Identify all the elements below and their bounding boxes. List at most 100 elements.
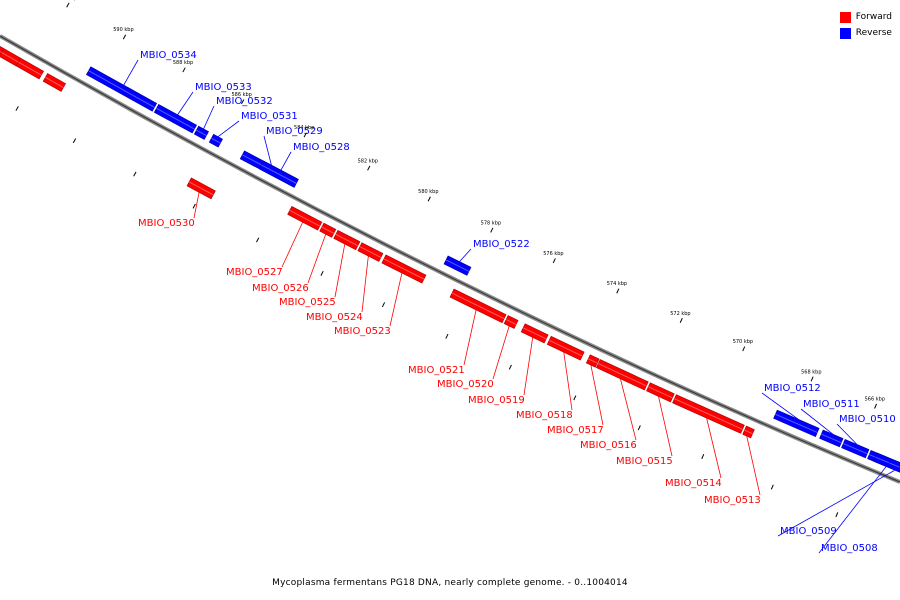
tick-label: 570 kbp (733, 339, 753, 345)
gene-mbio-0527[interactable] (287, 206, 323, 231)
gene-label-mbio-0528[interactable]: MBIO_0528 (293, 142, 350, 153)
scale-tick: 574 kbp (573, 281, 627, 401)
gene-label-mbio-0527[interactable]: MBIO_0527 (226, 267, 283, 278)
scale-tick: 570 kbp (701, 339, 753, 459)
gene-label-mbio-0516[interactable]: MBIO_0516 (580, 440, 637, 451)
gene-label-mbio-0530[interactable]: MBIO_0530 (138, 218, 195, 229)
gene-label-mbio-0522[interactable]: MBIO_0522 (473, 239, 530, 250)
leader-mbio-0528 (280, 151, 292, 171)
gene-mbio-0511[interactable] (819, 429, 844, 448)
tick-label: 590 kbp (113, 27, 133, 33)
gene-mbio-0517[interactable] (585, 354, 600, 368)
leader-mbio-0512 (761, 392, 799, 420)
tick-label: 574 kbp (607, 281, 627, 287)
gene-mbio-0518[interactable] (546, 335, 585, 361)
gene-mbio-0528[interactable] (258, 160, 299, 188)
tick-label: 568 kbp (801, 369, 821, 375)
genome-backbone (0, 34, 900, 484)
gene-label-mbio-0534[interactable]: MBIO_0534 (140, 50, 197, 61)
gene-mbio-0513[interactable] (742, 425, 755, 439)
tick-label: 576 kbp (543, 251, 563, 257)
gene-mbio-0531[interactable] (208, 133, 223, 148)
gene-mbio-0510[interactable] (841, 439, 870, 459)
gene-label-mbio-0529[interactable]: MBIO_0529 (266, 126, 323, 137)
gene-mbio-0532[interactable] (193, 125, 209, 140)
gene-label-mbio-0515[interactable]: MBIO_0515 (616, 456, 673, 467)
gene-mbio-0515[interactable] (646, 382, 675, 403)
gene-features (0, 46, 900, 474)
scale-tick: 590 kbp (72, 27, 134, 144)
gene-label-mbio-0512[interactable]: MBIO_0512 (764, 383, 821, 394)
tick-label: 582 kbp (358, 158, 378, 164)
leader-mbio-0517 (590, 364, 604, 426)
gene-label-mbio-0517[interactable]: MBIO_0517 (547, 425, 604, 436)
gene-mbio-0522[interactable] (443, 255, 472, 276)
scale-tick: 576 kbp (508, 251, 564, 370)
gene-label-mbio-0508[interactable]: MBIO_0508 (821, 543, 878, 554)
gene-unnamed-3[interactable] (42, 73, 66, 92)
leader-mbio-0530 (193, 192, 200, 219)
leader-mbio-0521 (463, 309, 477, 366)
gene-label-mbio-0510[interactable]: MBIO_0510 (839, 414, 896, 425)
gene-label-mbio-0509[interactable]: MBIO_0509 (780, 526, 837, 537)
gene-labels: MBIO_0534 MBIO_0533 MBIO_0532 MBIO_0531 MBIO… (138, 50, 896, 554)
scale-ticks: 592 kbp 590 kbp 588 kbp 586 kbp 584 kbp 582 k… (15, 0, 885, 518)
gene-label-mbio-0519[interactable]: MBIO_0519 (468, 395, 525, 406)
gene-mbio-0526[interactable] (319, 222, 337, 238)
gene-label-mbio-0521[interactable]: MBIO_0521 (408, 365, 465, 376)
leader-mbio-0525 (334, 243, 346, 298)
scale-tick: 572 kbp (637, 311, 691, 431)
leader-mbio-0529 (263, 135, 272, 166)
gene-mbio-0524[interactable] (357, 242, 384, 262)
scale-tick: 592 kbp (15, 0, 77, 111)
leader-mbio-0522 (459, 248, 472, 262)
gene-label-mbio-0520[interactable]: MBIO_0520 (437, 379, 494, 390)
gene-mbio-0523[interactable] (381, 254, 427, 284)
gene-mbio-0520[interactable] (503, 315, 519, 329)
gene-label-mbio-0533[interactable]: MBIO_0533 (195, 82, 252, 93)
gene-label-mbio-0513[interactable]: MBIO_0513 (704, 495, 761, 506)
scale-tick: 578 kbp (445, 220, 501, 339)
gene-mbio-0514[interactable] (672, 394, 745, 434)
legend-forward-label: Forward (855, 12, 892, 22)
tick-label: 578 kbp (481, 220, 501, 226)
gene-mbio-0521[interactable] (449, 288, 507, 324)
scale-tick: 584 kbp (256, 125, 314, 243)
scale-tick: 568 kbp (770, 369, 822, 490)
tick-label: 584 kbp (294, 125, 314, 131)
legend-forward: Forward (839, 9, 892, 25)
gene-label-mbio-0525[interactable]: MBIO_0525 (279, 297, 336, 308)
gene-mbio-0534[interactable] (85, 66, 158, 112)
gene-label-mbio-0524[interactable]: MBIO_0524 (306, 312, 363, 323)
scale-tick: 580 kbp (381, 189, 439, 308)
scale-tick: 588 kbp (133, 60, 193, 177)
map-caption: Mycoplasma fermentans PG18 DNA, nearly c… (272, 578, 628, 588)
gene-mbio-0533[interactable] (153, 104, 197, 134)
reverse-swatch (839, 27, 851, 39)
tick-label: 592 kbp (57, 0, 77, 1)
gene-label-mbio-0532[interactable]: MBIO_0532 (216, 96, 273, 107)
gene-label-mbio-0526[interactable]: MBIO_0526 (252, 283, 309, 294)
gene-mbio-0519[interactable] (520, 323, 549, 344)
gene-mbio-0508[interactable] (873, 452, 900, 474)
gene-unnamed-2[interactable] (15, 57, 44, 80)
gene-label-mbio-0511[interactable]: MBIO_0511 (803, 399, 860, 410)
gene-mbio-0530[interactable] (186, 177, 216, 200)
tick-label: 566 kbp (865, 397, 885, 403)
leader-mbio-0510 (836, 423, 858, 445)
leader-mbio-0531 (217, 120, 240, 138)
leader-mbio-0519 (523, 337, 534, 396)
gene-mbio-0516[interactable] (595, 359, 649, 391)
gene-label-mbio-0531[interactable]: MBIO_0531 (241, 111, 298, 122)
gene-mbio-0525[interactable] (333, 229, 361, 251)
gene-label-mbio-0523[interactable]: MBIO_0523 (334, 326, 391, 337)
gene-label-mbio-0514[interactable]: MBIO_0514 (665, 478, 722, 489)
gene-mbio-0512[interactable] (773, 409, 820, 437)
leader-mbio-0523 (389, 272, 403, 327)
tick-label: 586 kbp (231, 92, 251, 98)
scale-tick: 566 kbp (835, 397, 885, 518)
leader-mbio-0533 (177, 91, 194, 115)
gene-label-mbio-0518[interactable]: MBIO_0518 (516, 410, 573, 421)
leader-mbio-0511 (800, 408, 834, 435)
